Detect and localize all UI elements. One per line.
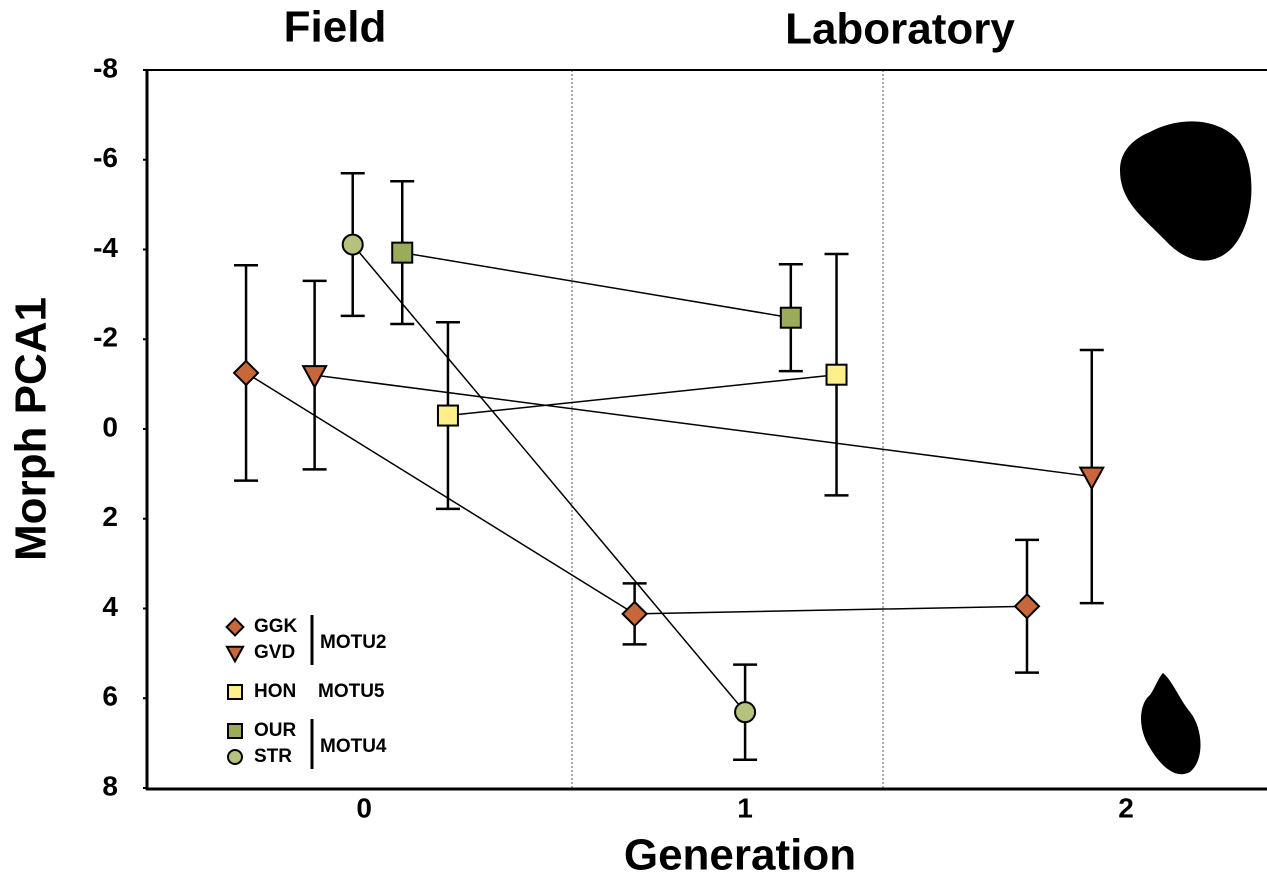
legend-marker: [227, 749, 243, 765]
marker: [734, 701, 757, 724]
marker: [341, 233, 364, 256]
marker: [1078, 466, 1105, 491]
annotation: Field: [284, 3, 387, 52]
y-tick-label: 0: [102, 411, 118, 442]
snail-silhouette: [1141, 673, 1201, 775]
y-axis-label: Morph PCA1: [7, 297, 56, 561]
marker: [779, 306, 802, 329]
marker: [436, 404, 459, 427]
y-tick-label: -6: [93, 142, 118, 173]
marker: [301, 365, 328, 390]
marker: [825, 363, 848, 386]
series-line: [245, 372, 1028, 615]
y-tick-label: -2: [93, 322, 118, 353]
legend-label: STR: [254, 746, 292, 767]
x-tick-label: 0: [356, 792, 372, 823]
marker: [391, 241, 414, 264]
y-tick-label: 8: [102, 770, 118, 801]
marker: [621, 600, 649, 628]
x-tick-label: 2: [1118, 792, 1134, 823]
y-tick-label: 4: [102, 591, 118, 622]
legend-marker: [227, 684, 243, 700]
marker: [232, 359, 260, 387]
y-tick-label: 6: [102, 681, 118, 712]
legend-group-label: MOTU2: [320, 632, 387, 653]
x-axis-label: Generation: [624, 831, 856, 880]
marker: [1013, 592, 1041, 620]
series-line: [402, 251, 791, 319]
x-tick-label: 1: [737, 792, 753, 823]
y-tick-label: 2: [102, 501, 118, 532]
legend-marker: [225, 617, 245, 637]
legend-marker: [227, 723, 243, 739]
snail-silhouette: [1120, 121, 1252, 261]
legend-label: OUR: [254, 720, 297, 741]
y-tick-label: -4: [93, 232, 118, 263]
series-line: [447, 373, 837, 417]
legend-label: GGK: [254, 616, 298, 637]
legend-label: GVD: [254, 642, 295, 663]
y-tick-label: -8: [93, 52, 118, 83]
legend-label: HON: [254, 681, 296, 702]
legend-group-label: MOTU5: [318, 681, 385, 702]
legend-marker: [225, 645, 245, 664]
series-line: [352, 244, 746, 713]
legend-group-label: MOTU4: [320, 736, 387, 757]
annotation: Laboratory: [785, 5, 1015, 54]
series-line: [314, 374, 1092, 478]
